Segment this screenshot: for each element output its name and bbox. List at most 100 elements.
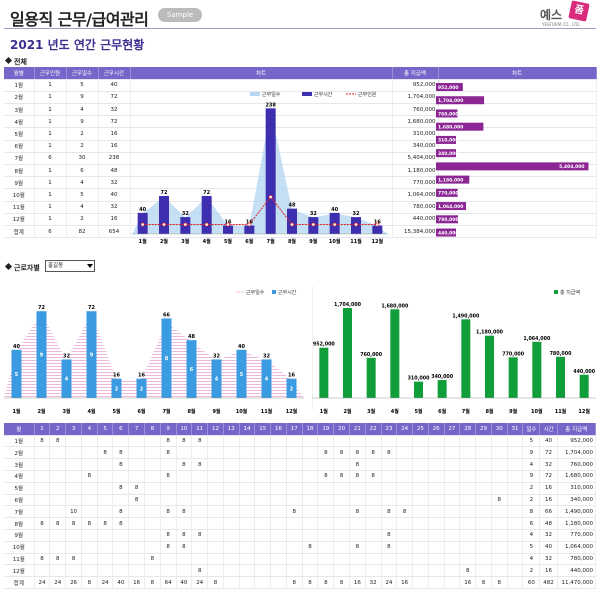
- x-tick-label: 3월: [181, 238, 189, 245]
- day-cell: [223, 458, 240, 472]
- summary-cell: 5: [522, 435, 541, 448]
- pay-bar: [437, 380, 447, 398]
- day-cell: [223, 435, 240, 448]
- chart-cell: [438, 79, 597, 92]
- column-header: 29: [475, 423, 492, 436]
- day-cell: [428, 458, 445, 472]
- day-cell: [176, 553, 193, 566]
- day-cell: [191, 541, 209, 554]
- worker-pay-chart: 총 지급액 952,000 1,704,000 760,000 1,680,000 310…: [312, 286, 596, 415]
- day-cell: [207, 553, 224, 566]
- hours-bar-label: 40: [331, 207, 338, 213]
- day-cell: 10: [65, 505, 82, 519]
- x-tick-label: 8월: [288, 238, 296, 245]
- day-cell: [207, 458, 224, 472]
- chart-cell: [130, 103, 393, 117]
- hours-bar-label: 16: [138, 373, 145, 379]
- month-cell: 9월: [4, 176, 35, 190]
- day-cell: [333, 435, 350, 448]
- section-overall-label: 전체: [14, 58, 27, 66]
- day-cell: [286, 446, 303, 460]
- day-cell: [507, 435, 524, 448]
- staff-cell: 1: [34, 164, 67, 178]
- day-cell: [49, 505, 67, 519]
- column-header: 17: [286, 423, 303, 436]
- x-tick-label: 10월: [531, 408, 543, 415]
- pay-cell: 310,000: [392, 127, 439, 141]
- staff-point: [290, 222, 294, 227]
- day-cell: [34, 470, 51, 483]
- day-cell: [475, 446, 492, 460]
- total-cell: [270, 576, 287, 590]
- summary-cell: 48: [539, 517, 558, 531]
- total-hours: 654: [98, 224, 131, 239]
- diamond-icon: [4, 56, 13, 65]
- day-cell: [144, 564, 161, 578]
- staff-point: [162, 222, 166, 227]
- day-cell: [160, 458, 177, 472]
- hours-bar: [244, 225, 255, 234]
- day-cell: [112, 470, 130, 483]
- x-tick-label: 12월: [286, 408, 298, 415]
- day-cell: [444, 446, 461, 460]
- overall-combo-chart: 근무일수 근무시간 근무인원 40 72 32 72 16 16 238 48 32 40 32 16 1월 2…: [132, 91, 388, 245]
- day-cell: [207, 517, 224, 531]
- x-tick-label: 12월: [372, 238, 384, 245]
- hours-bar-label: 40: [13, 344, 20, 350]
- hours-cell: 16: [98, 140, 131, 153]
- pay-bar-label: 1,180,000: [438, 177, 463, 183]
- day-cell: 8: [176, 529, 193, 542]
- summary-cell: 9: [522, 446, 541, 460]
- day-cell: [349, 564, 366, 578]
- month-cell: 6월: [4, 494, 35, 507]
- day-cell: 8: [176, 541, 193, 554]
- days-cell: 2: [66, 127, 99, 141]
- day-cell: [507, 553, 524, 566]
- day-cell: [128, 517, 146, 531]
- day-cell: 8: [333, 446, 350, 460]
- legend-label: 근무일수: [246, 289, 265, 296]
- total-cell: 26: [65, 576, 82, 590]
- brand-logo: 예스 폼 YESFORM CO., LTD.: [540, 0, 596, 30]
- day-cell: [176, 564, 193, 578]
- day-cell: 8: [317, 446, 335, 460]
- x-tick-label: 3월: [62, 408, 70, 415]
- day-cell: 8: [176, 505, 193, 519]
- day-cell: 8: [81, 517, 98, 531]
- day-cell: 8: [191, 564, 209, 578]
- x-tick-label: 9월: [309, 238, 317, 245]
- pay-bar: [508, 357, 518, 398]
- day-cell: [459, 446, 477, 460]
- day-cell: [239, 435, 256, 448]
- chart-cell: [130, 140, 393, 153]
- day-cell: [412, 529, 429, 542]
- pay-cell: 952,000: [392, 79, 439, 92]
- pay-cell: 1,680,000: [392, 115, 439, 129]
- month-cell: 2월: [4, 446, 35, 460]
- day-cell: [97, 505, 114, 519]
- hours-bar: [286, 378, 297, 398]
- day-cell: [286, 529, 303, 542]
- total-cell: 24: [381, 576, 398, 590]
- column-header: 월: [4, 423, 35, 436]
- column-header: 5: [97, 423, 114, 436]
- staff-cell: 1: [34, 188, 67, 202]
- diamond-icon: [4, 262, 13, 271]
- day-cell: [128, 553, 146, 566]
- worker-select[interactable]: 홍길동: [45, 260, 95, 272]
- day-cell: [65, 435, 82, 448]
- day-cell: [176, 482, 193, 495]
- day-cell: [34, 494, 51, 507]
- overall-table: 월별 근무인원 근무일수 근무시간 차트 총 지급액 차트 1월 1 5 40 952,000 2월 1…: [4, 67, 597, 239]
- day-cell: [349, 435, 366, 448]
- day-cell: [160, 564, 177, 578]
- day-cell: [365, 564, 382, 578]
- day-cell: [428, 529, 445, 542]
- hours-cell: 16: [98, 213, 131, 226]
- day-cell: [459, 505, 477, 519]
- hours-bar: [223, 225, 233, 234]
- pay-bar: [436, 122, 484, 131]
- hours-bar-label: 16: [374, 220, 381, 226]
- column-header: 일수: [522, 423, 541, 436]
- hours-bar: [287, 208, 297, 234]
